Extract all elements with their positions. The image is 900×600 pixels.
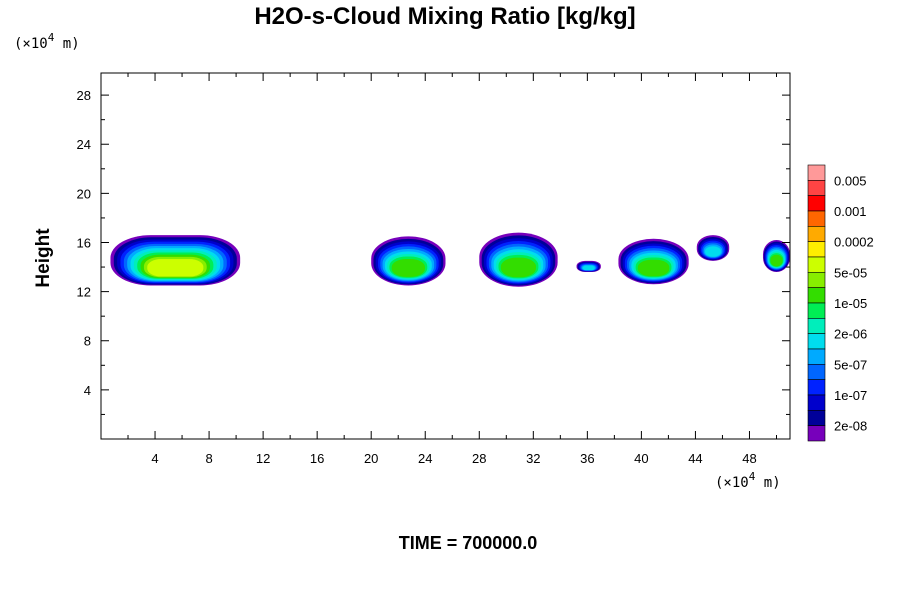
y-axis-unit: (×104 m) [14, 31, 80, 52]
colorbar-label: 2e-08 [834, 419, 867, 434]
colorbar-label: 5e-07 [834, 357, 867, 372]
x-tick-label: 32 [526, 451, 540, 466]
colorbar-swatch [807, 195, 826, 212]
colorbar: 0.005 0.001 0.0002 5e-05 1e-05 2e-06 5e-07 1e-0… [807, 164, 874, 442]
cloud-contour-band [500, 257, 537, 278]
cloud-contour-band [637, 259, 670, 277]
y-axis-label: Height [33, 228, 54, 288]
colorbar-label: 1e-05 [834, 296, 867, 311]
colorbar-swatch [807, 348, 826, 365]
y-tick-label: 28 [77, 88, 91, 103]
cloud-contour-band [147, 259, 204, 277]
colorbar-swatch [807, 333, 826, 350]
x-tick-label: 8 [205, 451, 212, 466]
colorbar-swatch [807, 364, 826, 380]
colorbar-swatch [807, 180, 826, 196]
y-tick-label: 24 [77, 137, 91, 152]
x-tick-label: 20 [364, 451, 378, 466]
x-axis: 4 8 12 16 20 24 28 32 36 40 44 48 [127, 73, 777, 466]
x-tick-label: 24 [418, 451, 432, 466]
x-tick-label: 40 [634, 451, 648, 466]
colorbar-swatch [807, 272, 826, 288]
cloud-contour-band [705, 246, 721, 257]
time-label: TIME = 700000.0 [399, 533, 538, 553]
colorbar-swatch [807, 210, 826, 227]
colorbar-swatch [807, 410, 826, 426]
colorbar-swatch [807, 318, 826, 334]
colorbar-swatch [807, 379, 826, 396]
x-tick-label: 48 [742, 451, 756, 466]
colorbar-label: 0.0002 [834, 235, 874, 250]
colorbar-label: 0.001 [834, 204, 867, 219]
cloud-contour-band [582, 265, 595, 271]
plot-frame [100, 72, 791, 440]
y-tick-label: 8 [84, 334, 91, 349]
x-tick-label: 36 [580, 451, 594, 466]
colorbar-swatch [807, 241, 826, 258]
colorbar-swatch [807, 302, 826, 319]
x-tick-label: 16 [310, 451, 324, 466]
y-axis: 4 8 12 16 20 24 28 [77, 88, 790, 415]
colorbar-swatch [807, 164, 826, 181]
colorbar-swatch [807, 425, 826, 442]
colorbar-label: 1e-07 [834, 388, 867, 403]
y-tick-label: 4 [84, 383, 91, 398]
cloud-contour-band [770, 254, 783, 267]
colorbar-label: 5e-05 [834, 265, 867, 280]
x-axis-unit: (×104 m) [715, 470, 781, 491]
cloud-contour-band [391, 259, 425, 277]
colorbar-swatch [807, 287, 826, 304]
y-tick-label: 12 [77, 285, 91, 300]
y-tick-label: 16 [77, 235, 91, 250]
colorbar-label: 0.005 [834, 173, 867, 188]
colorbar-swatch [807, 256, 826, 273]
colorbar-swatch [807, 226, 826, 242]
cloud-fields [110, 232, 790, 287]
x-tick-label: 28 [472, 451, 486, 466]
colorbar-label: 2e-06 [834, 327, 867, 342]
x-tick-label: 4 [151, 451, 158, 466]
y-tick-label: 20 [77, 186, 91, 201]
x-tick-label: 44 [688, 451, 702, 466]
chart-title: H2O-s-Cloud Mixing Ratio [kg/kg] [254, 3, 635, 30]
colorbar-swatch [807, 394, 826, 411]
x-tick-label: 12 [256, 451, 270, 466]
